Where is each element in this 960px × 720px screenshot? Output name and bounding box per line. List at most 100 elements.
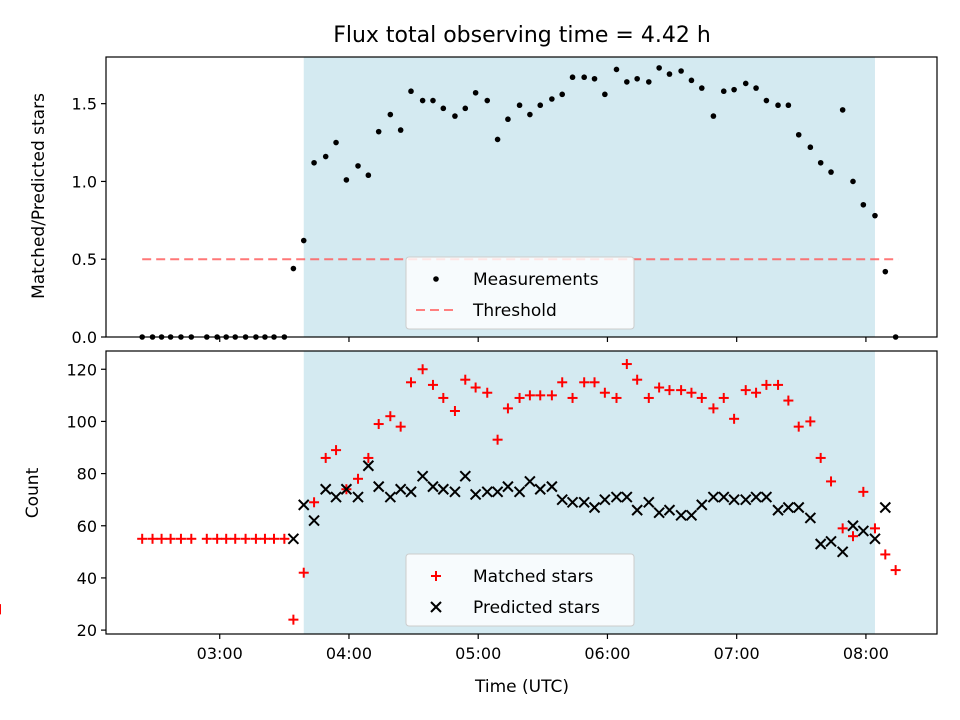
measurement-point: [549, 96, 555, 102]
matched-star-point: [837, 523, 848, 534]
measurement-point: [569, 74, 576, 81]
x-axis-label: Time (UTC): [474, 677, 569, 697]
predicted-star-point: [405, 486, 417, 498]
predicted-star-point: [653, 507, 665, 519]
matched-star-point: [221, 533, 232, 544]
x-tick-label: 03:00: [197, 644, 243, 663]
matched-star-point: [761, 379, 772, 390]
matched-star-point: [331, 445, 342, 456]
predicted-star-point: [416, 470, 429, 482]
predicted-star-point: [469, 488, 482, 501]
matched-star-point: [567, 392, 578, 403]
measurement-point: [850, 178, 856, 185]
matched-star-point: [880, 549, 891, 560]
predicted-star-point: [857, 525, 870, 537]
predicted-star-point: [449, 486, 461, 498]
matched-star-point: [815, 452, 826, 463]
matched-star-point: [175, 533, 186, 544]
bottom-panel: 20 40 60 80 100 120 03:00 04:00 05:00 06:00 07:00…: [0, 350, 938, 697]
predicted-star-point: [879, 501, 892, 514]
matched-star-point: [482, 387, 493, 398]
matched-star-point: [240, 533, 251, 544]
predicted-star-point: [372, 480, 385, 493]
legend-box: [405, 256, 635, 330]
predicted-star-point: [459, 470, 471, 482]
matched-star-point: [793, 421, 804, 432]
matched-star-point: [783, 395, 794, 406]
predicted-star-point: [663, 504, 676, 516]
predicted-star-point: [308, 514, 320, 527]
predicted-star-point: [772, 504, 784, 516]
predicted-star-point: [578, 496, 590, 508]
predicted-star-point: [836, 546, 849, 558]
matched-star-point: [395, 421, 406, 432]
matched-star-point: [535, 390, 546, 401]
measurement-point: [720, 88, 727, 95]
matched-star-point: [621, 359, 632, 370]
legend-box: [405, 553, 635, 627]
predicted-star-point: [394, 483, 407, 495]
matched-star-point: [858, 486, 869, 497]
matched-star-point: [406, 377, 417, 388]
predicted-star-point: [718, 491, 730, 503]
measurement-point: [472, 89, 479, 96]
matched-star-point: [524, 390, 535, 401]
predicted-star-point: [556, 493, 568, 506]
matched-star-point: [201, 533, 212, 544]
matched-star-point: [363, 452, 374, 463]
matched-star-point: [438, 392, 449, 403]
matched-star-point: [826, 476, 837, 487]
matched-star-point: [514, 392, 525, 403]
y-tick-label: 40: [77, 569, 97, 588]
matched-star-point: [579, 377, 590, 388]
y-tick-label: 0.0: [72, 328, 97, 347]
measurement-point: [375, 128, 382, 135]
matched-star-point: [611, 392, 622, 403]
matched-star-point: [686, 387, 697, 398]
matched-star-point: [137, 533, 148, 544]
measurement-point: [678, 68, 684, 74]
predicted-star-point: [793, 501, 805, 514]
bottom-data-marks: [0, 359, 901, 625]
measurement-point: [656, 65, 662, 71]
measurement-point: [710, 113, 717, 119]
measurement-point: [807, 144, 814, 151]
measurement-point: [462, 105, 469, 112]
predicted-star-point: [621, 491, 633, 503]
x-tick-label: 07:00: [714, 644, 760, 663]
measurement-point: [333, 139, 339, 146]
predicted-star-point: [760, 491, 773, 503]
predicted-star-point: [534, 483, 546, 495]
predicted-star-point: [782, 501, 795, 514]
predicted-star-point: [362, 460, 375, 472]
measurement-point: [624, 79, 630, 85]
measurement-point: [581, 74, 587, 81]
predicted-star-point: [298, 499, 310, 511]
matched-star-point: [470, 382, 481, 393]
predicted-star-point: [643, 496, 655, 508]
measurement-point: [290, 265, 297, 272]
matched-star-point: [696, 392, 707, 403]
matched-star-point: [230, 533, 241, 544]
bottom-x-ticks: 03:00 04:00 05:00 06:00 07:00 08:00: [197, 634, 889, 663]
matched-star-point: [654, 382, 665, 393]
measurement-point: [397, 127, 404, 133]
measurement-point: [860, 201, 867, 208]
measurement-point: [300, 237, 307, 244]
measurement-point: [355, 163, 361, 169]
matched-star-point: [156, 533, 167, 544]
matched-star-point: [718, 392, 729, 403]
measurement-point: [872, 212, 878, 219]
measurement-point: [634, 75, 640, 82]
matched-star-point: [632, 374, 643, 385]
bottom-y-axis-label: Count: [23, 467, 43, 518]
measurement-point: [419, 97, 426, 104]
matched-star-point: [773, 379, 784, 390]
legend-label: Predicted stars: [473, 598, 600, 618]
measurement-point: [452, 113, 458, 119]
matched-star-point: [546, 390, 557, 401]
legend-label: Matched stars: [473, 567, 593, 587]
matched-star-point: [890, 565, 901, 576]
top-x-ticks: [219, 337, 867, 342]
matched-star-point: [643, 392, 654, 403]
